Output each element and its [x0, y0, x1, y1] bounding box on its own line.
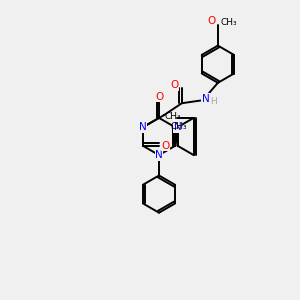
Text: O: O	[161, 141, 169, 151]
Text: CH₃: CH₃	[164, 112, 181, 121]
Text: N: N	[155, 150, 163, 160]
Text: CH₃: CH₃	[220, 18, 237, 27]
Text: N: N	[139, 122, 147, 132]
Text: O: O	[170, 80, 178, 90]
Text: H: H	[210, 97, 217, 106]
Text: O: O	[155, 92, 163, 102]
Text: CH₃: CH₃	[171, 122, 188, 131]
Text: N: N	[174, 122, 182, 132]
Text: N: N	[202, 94, 210, 104]
Text: O: O	[208, 16, 216, 26]
